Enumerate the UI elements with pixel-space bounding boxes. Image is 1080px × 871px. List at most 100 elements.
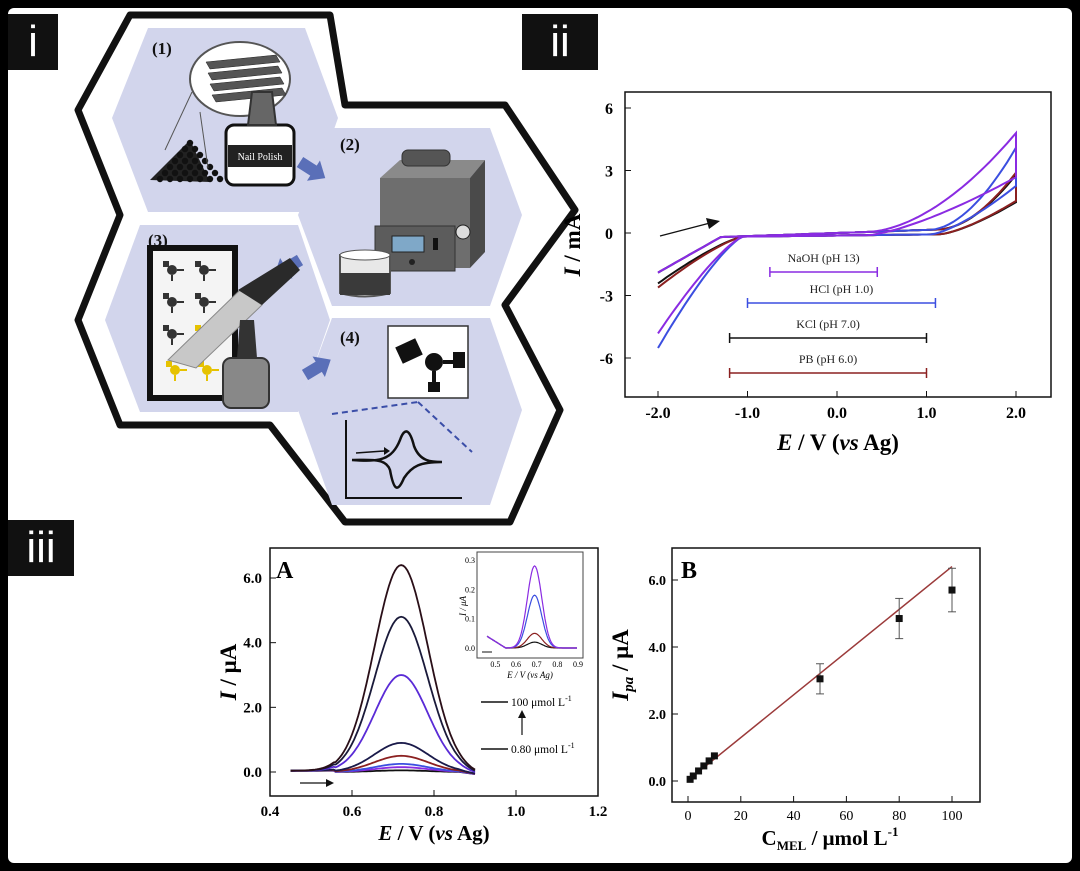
- graphite-dot: [191, 157, 199, 165]
- cv-window-label: HCl (pH 1.0): [810, 282, 874, 296]
- cal-xtick-label: 60: [839, 809, 853, 824]
- graphite-dot: [201, 169, 209, 177]
- knife-icon: [167, 258, 300, 369]
- inset-xtick-label: 0.9: [573, 660, 583, 669]
- furnace-icon: [374, 149, 485, 272]
- cv-xtick-label: 2.0: [1006, 405, 1026, 422]
- dpv-ytick-label: 4.0: [243, 636, 262, 652]
- cv-sketch-icon: [331, 401, 473, 499]
- panel-label-ii: ii: [522, 14, 598, 70]
- cal-xtick-label: 0: [685, 809, 692, 824]
- cal-xtick-label: 100: [942, 809, 963, 824]
- step-label-1: (1): [152, 39, 172, 58]
- electrode-icon: [163, 325, 184, 345]
- inset-xtick-label: 0.7: [532, 660, 542, 669]
- cal-point: [700, 762, 708, 770]
- graphite-dot: [216, 175, 224, 183]
- graphite-dot: [181, 157, 189, 165]
- electrode-icon: [166, 361, 187, 381]
- graphite-dot: [196, 163, 204, 171]
- flow-arrow-icon: [296, 156, 326, 181]
- graphite-dot: [156, 175, 164, 183]
- cal-point: [710, 752, 718, 760]
- electrode-icon: [163, 261, 184, 281]
- inset-xtick-label: 0.6: [511, 660, 521, 669]
- dpv-ytick-label: 6.0: [243, 571, 262, 587]
- graphene-sheet: [209, 76, 285, 92]
- graphite-dot: [186, 175, 194, 183]
- inset-ytick-label: 0.1: [465, 615, 475, 624]
- inset-ytick-label: 0.0: [465, 644, 475, 653]
- inset-xtick-label: 0.5: [490, 660, 500, 669]
- cv-ytick-label: -6: [600, 351, 613, 368]
- cv-xtick-label: 1.0: [917, 405, 937, 422]
- graphite-dot: [176, 151, 184, 159]
- dpv-xtick-label: 1.0: [507, 804, 526, 820]
- cal-xtick-label: 40: [787, 809, 801, 824]
- inset-xlabel: E / V (vs Ag): [506, 670, 553, 680]
- graphite-dot: [211, 169, 219, 177]
- dpv-curve: [290, 564, 476, 772]
- dpv-xlabel: E / V (vs Ag): [377, 821, 489, 845]
- cv-ytick-label: 6: [605, 101, 613, 118]
- cv-ytick-label: -3: [600, 289, 613, 306]
- cv-xtick-label: -1.0: [735, 405, 760, 422]
- cv-curve-naoh: [657, 130, 1017, 334]
- cal-xtick-label: 80: [892, 809, 906, 824]
- dpv-xtick-label: 0.4: [261, 804, 280, 820]
- graphite-dot: [191, 169, 199, 177]
- dpv-ytick-label: 0.0: [243, 765, 262, 781]
- cal-ytick-label: 0.0: [649, 775, 667, 790]
- cv-ytick-label: 0: [605, 226, 613, 243]
- graphite-dot: [166, 163, 174, 171]
- graphite-dot: [191, 145, 199, 153]
- dpv-panel-label: A: [276, 558, 294, 584]
- inset-ytick-label: 0.3: [465, 556, 475, 565]
- panel-label-iii: iii: [8, 520, 74, 576]
- beaker-icon: [339, 249, 391, 298]
- graphite-dot: [196, 175, 204, 183]
- cv-window-label: NaOH (pH 13): [788, 251, 860, 265]
- graphene-sheet: [207, 65, 283, 81]
- magnifier-lens-icon: [164, 41, 291, 169]
- graphite-dot: [176, 175, 184, 183]
- graphite-pile-icon: [150, 139, 224, 183]
- graphite-dot: [206, 175, 214, 183]
- electrode-icon: [195, 261, 216, 281]
- cal-panel-label: B: [681, 558, 697, 584]
- cv-window-label: KCl (pH 7.0): [796, 317, 860, 331]
- graphite-dot: [181, 145, 189, 153]
- dpv-xtick-label: 0.6: [343, 804, 362, 820]
- cal-xtick-label: 20: [734, 809, 748, 824]
- inset-ylabel: I / μA: [458, 595, 468, 617]
- dpv-xtick-label: 1.2: [589, 804, 608, 820]
- graphite-dot: [186, 139, 194, 147]
- dpv-legend-top: 100 μmol L-1: [511, 694, 572, 709]
- graphite-dot: [166, 175, 174, 183]
- step-label-4: (4): [340, 328, 360, 347]
- inset-ytick-label: 0.2: [465, 585, 475, 594]
- dpv-inset: 0.5 0.6 0.7 0.8 0.9 0.0 0.1 0.2 0.3 I / μA E / V…: [458, 551, 584, 680]
- cal-ytick-label: 6.0: [649, 574, 667, 589]
- electrode-icon: [195, 293, 216, 313]
- cv-ylabel: I / mA: [560, 213, 585, 277]
- graphene-sheet: [205, 54, 281, 70]
- dpv-legend-bottom: 0.80 μmol L-1: [511, 741, 575, 756]
- graphite-dot: [176, 163, 184, 171]
- cal-xlabel: CMEL / μmol L-1: [762, 824, 899, 853]
- graphite-dot: [206, 163, 214, 171]
- electrode-icon: [198, 361, 219, 381]
- cal-ylabel: Ipa / μA: [608, 629, 637, 702]
- cv-window-label: PB (pH 6.0): [799, 352, 857, 366]
- dpv-ytick-label: 2.0: [243, 700, 262, 716]
- dpv-xtick-label: 0.8: [425, 804, 444, 820]
- printed-electrode-icon: [387, 325, 469, 399]
- step-label-2: (2): [340, 135, 360, 154]
- cal-point: [816, 675, 824, 683]
- graphite-dot: [196, 151, 204, 159]
- graphite-dot: [171, 169, 179, 177]
- graphite-dot: [171, 157, 179, 165]
- graphite-dot: [186, 151, 194, 159]
